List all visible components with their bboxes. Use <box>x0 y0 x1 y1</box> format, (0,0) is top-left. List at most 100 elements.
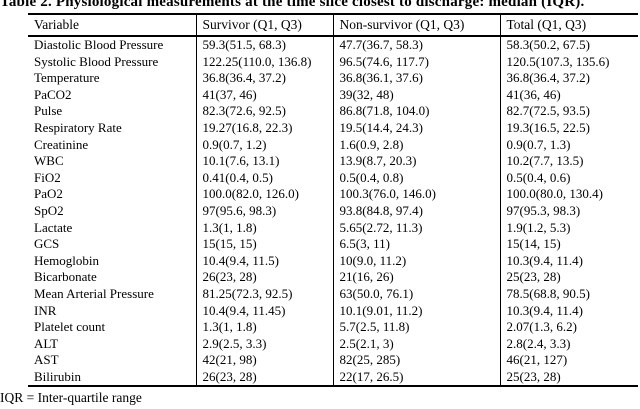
value-cell: 120.5(107.3, 135.6) <box>506 53 610 69</box>
table-row: FiO2 0.41(0.4, 0.5) 0.5(0.4, 0.8) 0.5(0.4, … <box>28 169 638 187</box>
value-cell: 10.4(9.4, 11.45) <box>196 302 334 320</box>
value-cell: 25(23, 28) <box>506 269 561 285</box>
value-cell: 122.25(110.0, 136.8) <box>196 53 334 71</box>
value-cell: 19.5(14.4, 24.3) <box>333 119 501 137</box>
table-footnote: IQR = Inter-quartile range <box>0 390 142 405</box>
value-cell: 2.5(2.1, 3) <box>333 335 501 353</box>
value-cell: 10.1(9.01, 11.2) <box>333 302 501 320</box>
value-cell: 5.65(2.72, 11.3) <box>333 219 501 237</box>
value-cell: 82.3(72.6, 92.5) <box>196 103 334 120</box>
variable-cell: Bilirubin <box>28 368 197 387</box>
value-cell: 22(17, 26.5) <box>333 368 501 387</box>
measurements-table: Variable Survivor (Q1, Q3) Non-survivor (Q… <box>28 13 638 388</box>
column-header: Variable <box>28 14 197 37</box>
table-row: WBC 10.1(7.6, 13.1) 13.9(8.7, 20.3) 10.2(7.… <box>28 153 638 170</box>
table-row: PaO2 100.0(82.0, 126.0) 100.3(76.0, 146.0)… <box>28 186 638 203</box>
value-cell: 2.07(1.3, 6.2) <box>506 319 577 335</box>
variable-cell: GCS <box>28 236 197 253</box>
value-cell: 2.9(2.5, 3.3) <box>196 335 334 353</box>
value-cell: 36.8(36.4, 37.2) <box>196 70 334 87</box>
variable-cell: Diastolic Blood Pressure <box>28 36 197 54</box>
value-cell: 0.9(0.7, 1.3) <box>506 136 571 152</box>
table-row: Respiratory Rate 19.27(16.8, 22.3) 19.5(14… <box>28 119 638 137</box>
value-cell: 78.5(68.8, 90.5) <box>506 285 590 301</box>
value-cell: 2.8(2.4, 3.3) <box>506 335 571 351</box>
variable-cell: INR <box>28 302 197 320</box>
value-cell: 46(21, 127) <box>506 352 568 368</box>
table-row: Bicarbonate 26(23, 28) 21(16, 26) 25(23, 28… <box>28 269 638 286</box>
value-cell: 15(14, 15) <box>506 236 561 252</box>
variable-cell: Respiratory Rate <box>28 119 197 137</box>
variable-cell: Temperature <box>28 70 197 87</box>
value-cell: 97(95.6, 98.3) <box>196 202 334 220</box>
table-row: Creatinine 0.9(0.7, 1.2) 1.6(0.9, 2.8) 0.9(… <box>28 136 638 154</box>
value-cell: 19.3(16.5, 22.5) <box>506 119 590 135</box>
value-cell: 39(32, 48) <box>333 86 501 104</box>
value-cell: 26(23, 28) <box>196 368 334 387</box>
value-cell: 13.9(8.7, 20.3) <box>333 153 501 170</box>
value-cell: 58.3(50.2, 67.5) <box>506 37 590 52</box>
value-cell: 6.5(3, 11) <box>333 236 501 253</box>
table-caption: Table 2. Physiological measurements at t… <box>0 0 585 10</box>
value-cell: 10.3(9.4, 11.4) <box>506 302 583 318</box>
value-cell: 10(9.0, 11.2) <box>333 252 501 270</box>
table-row: Mean Arterial Pressure 81.25(72.3, 92.5) 6… <box>28 285 638 303</box>
value-cell: 59.3(51.5, 68.3) <box>196 36 334 54</box>
table-body: Diastolic Blood Pressure 59.3(51.5, 68.3)… <box>28 36 638 387</box>
value-cell: 0.9(0.7, 1.2) <box>196 136 334 154</box>
value-cell: 21(16, 26) <box>333 269 501 286</box>
value-cell: 93.8(84.8, 97.4) <box>333 202 501 220</box>
value-cell: 41(37, 46) <box>196 86 334 104</box>
table-row: ALT 2.9(2.5, 3.3) 2.5(2.1, 3) 2.8(2.4, 3.3) <box>28 335 638 353</box>
value-cell: 0.5(0.4, 0.8) <box>333 169 501 187</box>
variable-cell: FiO2 <box>28 169 197 187</box>
value-cell: 5.7(2.5, 11.8) <box>333 319 501 336</box>
value-cell: 41(36, 46) <box>506 86 561 102</box>
table-row: SpO2 97(95.6, 98.3) 93.8(84.8, 97.4) 97(95.… <box>28 202 638 220</box>
value-cell: 36.8(36.1, 37.6) <box>333 70 501 87</box>
value-cell: 1.3(1, 1.8) <box>196 319 334 336</box>
value-cell: 81.25(72.3, 92.5) <box>196 285 334 303</box>
table-row: GCS 15(15, 15) 6.5(3, 11) 15(14, 15) <box>28 236 638 253</box>
variable-cell: AST <box>28 352 197 369</box>
column-header: Survivor (Q1, Q3) <box>196 14 334 37</box>
table-row: Pulse 82.3(72.6, 92.5) 86.8(71.8, 104.0) 82… <box>28 103 638 120</box>
variable-cell: Pulse <box>28 103 197 120</box>
variable-cell: Creatinine <box>28 136 197 154</box>
value-cell: 10.3(9.4, 11.4) <box>506 252 583 268</box>
variable-cell: SpO2 <box>28 202 197 220</box>
value-cell: 82.7(72.5, 93.5) <box>506 103 590 119</box>
value-cell: 47.7(36.7, 58.3) <box>333 36 501 54</box>
value-cell: 82(25, 285) <box>333 352 501 369</box>
value-cell: 25(23, 28) <box>506 368 561 384</box>
value-cell: 100.0(80.0, 130.4) <box>506 186 603 202</box>
table-row: Bilirubin 26(23, 28) 22(17, 26.5) 25(23, 28… <box>28 368 638 387</box>
table-row: INR 10.4(9.4, 11.45) 10.1(9.01, 11.2) 10.3(… <box>28 302 638 320</box>
table-header: Variable Survivor (Q1, Q3) Non-survivor (Q… <box>28 14 638 37</box>
table-row: AST 42(21, 98) 82(25, 285) 46(21, 127) <box>28 352 638 369</box>
value-cell: 100.3(76.0, 146.0) <box>333 186 501 203</box>
value-cell: 63(50.0, 76.1) <box>333 285 501 303</box>
table-row: Hemoglobin 10.4(9.4, 11.5) 10(9.0, 11.2) 10… <box>28 252 638 270</box>
value-cell: 15(15, 15) <box>196 236 334 253</box>
table-row: Lactate 1.3(1, 1.8) 5.65(2.72, 11.3) 1.9(1.… <box>28 219 638 237</box>
value-cell: 0.5(0.4, 0.6) <box>506 169 571 185</box>
value-cell: 0.41(0.4, 0.5) <box>196 169 334 187</box>
value-cell: 10.4(9.4, 11.5) <box>196 252 334 270</box>
variable-cell: Bicarbonate <box>28 269 197 286</box>
table-row: PaCO2 41(37, 46) 39(32, 48) 41(36, 46) <box>28 86 638 104</box>
value-cell: 1.9(1.2, 5.3) <box>506 219 571 235</box>
table-row: Platelet count 1.3(1, 1.8) 5.7(2.5, 11.8) 2… <box>28 319 638 336</box>
value-cell: 1.6(0.9, 2.8) <box>333 136 501 154</box>
column-header: Total (Q1, Q3) <box>500 14 638 37</box>
variable-cell: PaO2 <box>28 186 197 203</box>
variable-cell: Platelet count <box>28 319 197 336</box>
variable-cell: Lactate <box>28 219 197 237</box>
value-cell: 1.3(1, 1.8) <box>196 219 334 237</box>
value-cell: 26(23, 28) <box>196 269 334 286</box>
variable-cell: Systolic Blood Pressure <box>28 53 197 71</box>
value-cell: 10.1(7.6, 13.1) <box>196 153 334 170</box>
value-cell: 96.5(74.6, 117.7) <box>333 53 501 71</box>
variable-cell: PaCO2 <box>28 86 197 104</box>
